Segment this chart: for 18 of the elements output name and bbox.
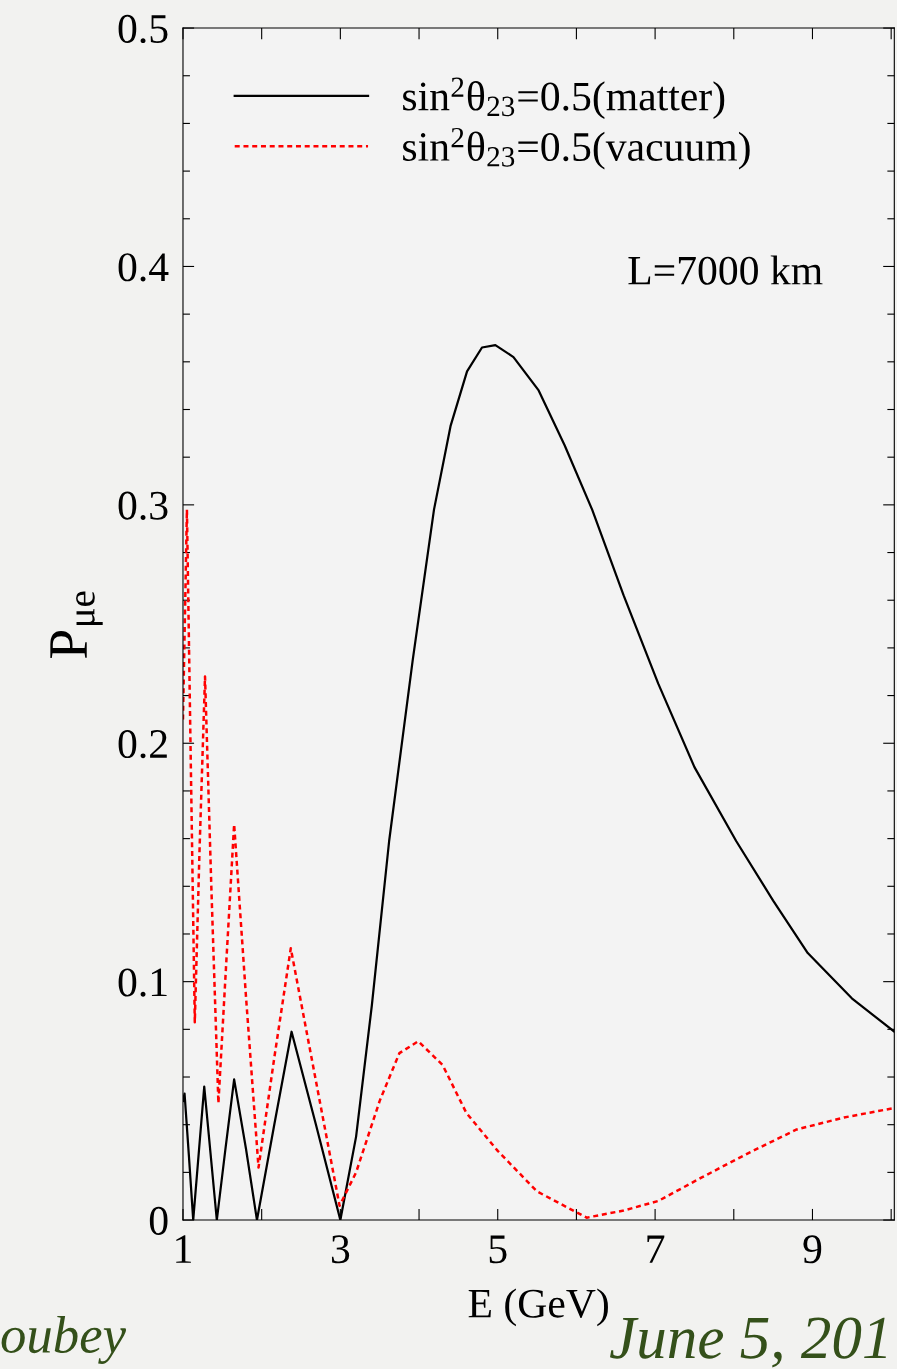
legend-label: sin$^{2}$θ$_{23}$=0.5(matter) xyxy=(403,77,725,120)
y-tick-label: 0.2 xyxy=(118,730,167,759)
text: June 5, 201 xyxy=(610,1317,886,1368)
y-axis-title: P$_{μe}$ xyxy=(50,591,103,659)
annotation: L=7000 km xyxy=(628,255,823,285)
x-tick-label: 3 xyxy=(331,1235,350,1264)
x-tick-label: 1 xyxy=(176,1235,191,1263)
x-tick-label: 7 xyxy=(647,1235,665,1263)
legend-label: sin$^{2}$θ$_{23}$=0.5(vacuum) xyxy=(403,127,750,170)
text: oubey xyxy=(1,1315,127,1364)
y-tick-label: 0.4 xyxy=(118,253,169,282)
x-axis-title: E (GeV) xyxy=(468,1288,608,1327)
x-tick-label: 5 xyxy=(489,1235,507,1264)
x-tick-label: 9 xyxy=(803,1235,822,1264)
y-tick-label: 0.5 xyxy=(118,14,168,44)
y-tick-label: 0 xyxy=(149,1206,168,1235)
y-tick-label: 0.1 xyxy=(118,968,167,997)
y-tick-label: 0.3 xyxy=(118,491,168,520)
